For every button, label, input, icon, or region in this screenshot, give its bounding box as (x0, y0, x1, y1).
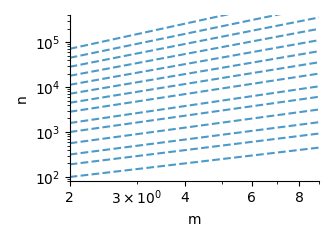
Y-axis label: n: n (15, 94, 29, 103)
X-axis label: m: m (188, 213, 201, 227)
